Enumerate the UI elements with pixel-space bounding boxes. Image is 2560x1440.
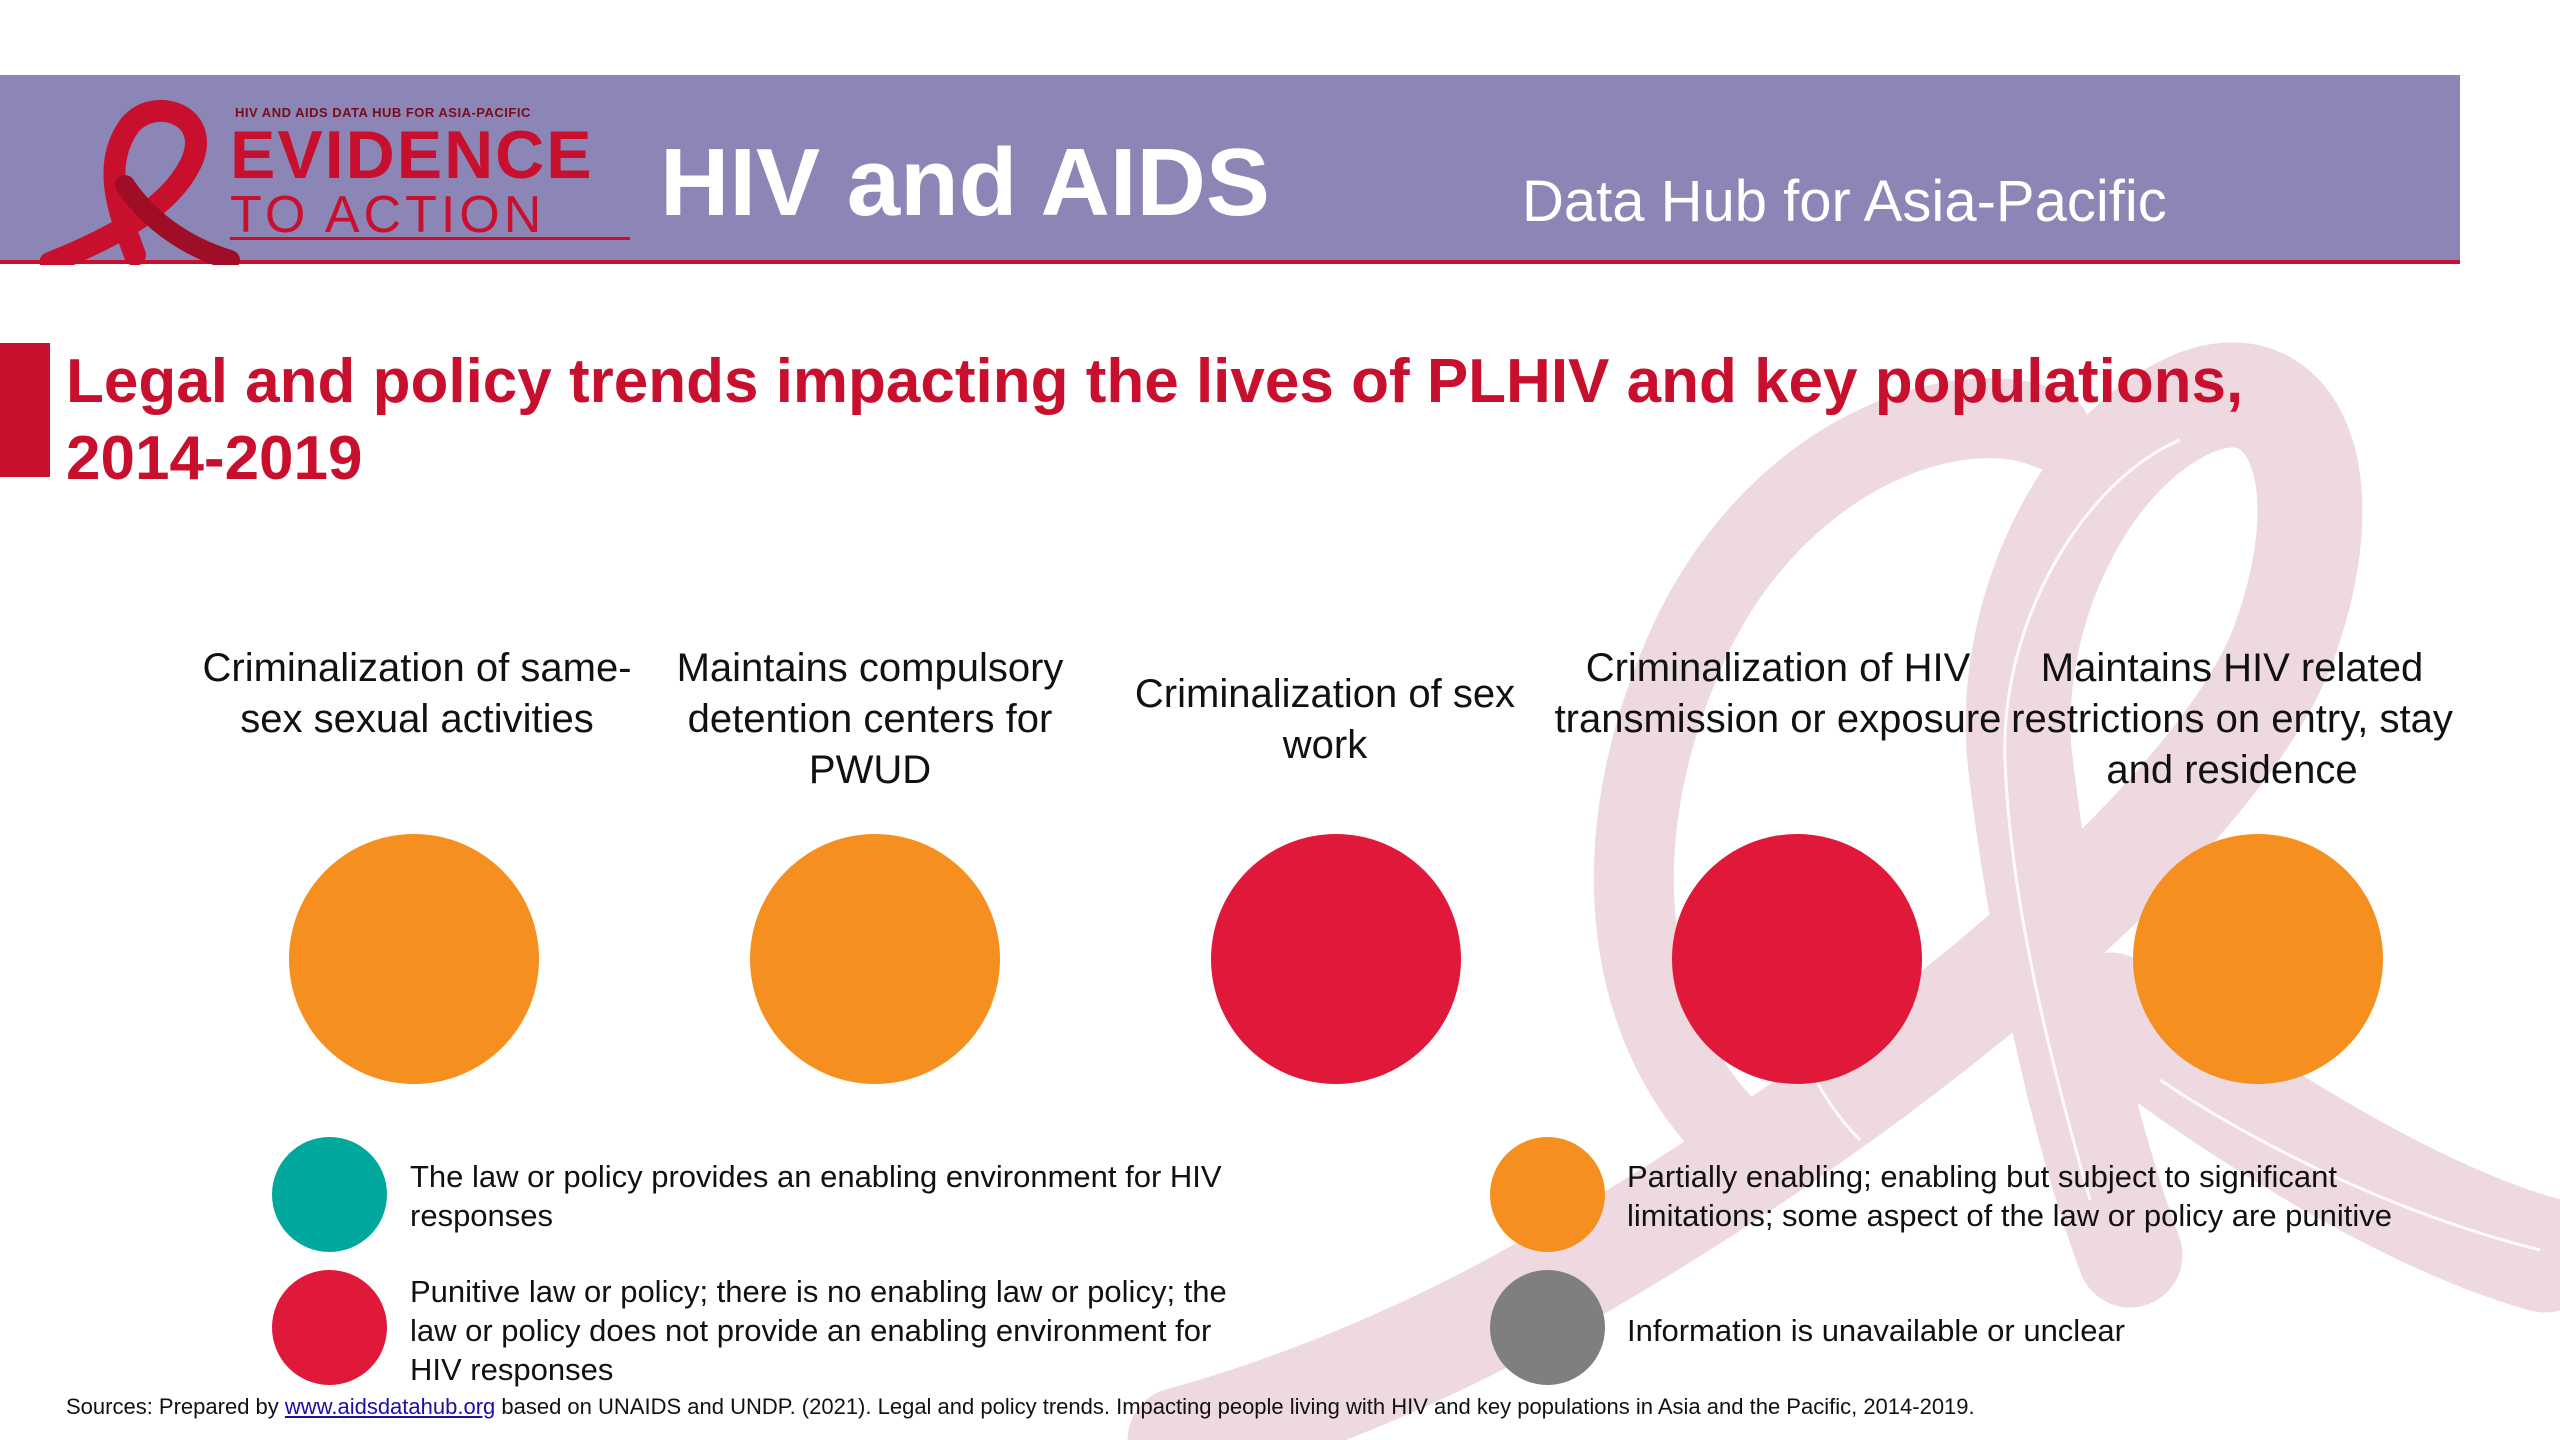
legend-dot-punitive bbox=[272, 1270, 387, 1385]
indicator-status-circle bbox=[750, 834, 1000, 1084]
page-title: Legal and policy trends impacting the li… bbox=[66, 347, 2244, 493]
indicator-label: Maintains HIV related restrictions on en… bbox=[2011, 646, 2453, 792]
legend-dot-partial bbox=[1490, 1137, 1605, 1252]
evidence-to-action-logo: HIV AND AIDS DATA HUB FOR ASIA-PACIFIC E… bbox=[40, 95, 630, 265]
legend-dot-unavailable bbox=[1490, 1270, 1605, 1385]
header-title: HIV and AIDS bbox=[660, 129, 1270, 236]
logo-underline bbox=[230, 237, 630, 240]
legend-text-unavailable: Information is unavailable or unclear bbox=[1627, 1313, 2125, 1348]
aidsdatahub-link[interactable]: www.aidsdatahub.org bbox=[284, 1394, 496, 1419]
red-ribbon-icon bbox=[40, 99, 240, 265]
indicator-status-circle bbox=[1672, 834, 1922, 1084]
legend-text-punitive: Punitive law or policy; there is no enab… bbox=[410, 1274, 1227, 1387]
sources-prefix: Sources: Prepared by bbox=[66, 1394, 285, 1419]
indicator-label: Criminalization of HIV transmission or e… bbox=[1554, 646, 2002, 741]
sources-footnote: Sources: Prepared by www.aidsdatahub.org… bbox=[66, 1394, 1975, 1420]
header-band: HIV AND AIDS DATA HUB FOR ASIA-PACIFIC E… bbox=[0, 75, 2460, 265]
sources-suffix: based on UNAIDS and UNDP. (2021). Legal … bbox=[495, 1394, 1975, 1419]
logo-tagline: HIV AND AIDS DATA HUB FOR ASIA-PACIFIC bbox=[235, 105, 531, 120]
indicator-label: Maintains compulsory detention centers f… bbox=[676, 646, 1064, 792]
indicator-status-circle bbox=[2133, 834, 2383, 1084]
header-subtitle: Data Hub for Asia-Pacific bbox=[1522, 169, 2167, 234]
title-accent-bar bbox=[0, 343, 50, 477]
legend-text-partial: Partially enabling; enabling but subject… bbox=[1627, 1159, 2393, 1233]
legend-dot-enabling bbox=[272, 1137, 387, 1252]
indicator-label: Criminalization of same-sex sexual activ… bbox=[202, 646, 632, 741]
indicator-label: Criminalization of sex work bbox=[1134, 672, 1516, 767]
logo-to-action-text: TO ACTION bbox=[230, 186, 546, 244]
legend-text-enabling: The law or policy provides an enabling e… bbox=[410, 1159, 1222, 1233]
logo-evidence-text: EVIDENCE bbox=[230, 117, 594, 193]
indicator-status-circle bbox=[1211, 834, 1461, 1084]
indicator-status-circle bbox=[289, 834, 539, 1084]
